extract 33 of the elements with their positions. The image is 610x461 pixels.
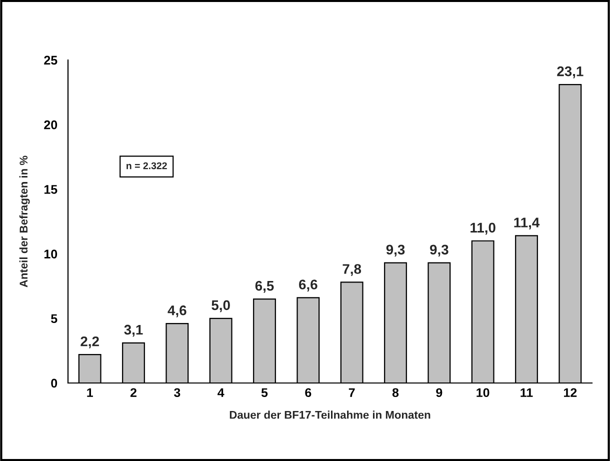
data-label: 23,1	[557, 66, 584, 78]
x-tick-label: 6	[305, 388, 312, 398]
y-tick-label: 5	[51, 314, 58, 324]
data-label: 7,8	[342, 264, 362, 276]
data-label: 11,0	[470, 222, 496, 235]
x-tick-label: 5	[261, 388, 268, 398]
y-tick-label: 15	[44, 185, 58, 194]
y-tick-label: 0	[51, 378, 58, 388]
x-axis-title: Dauer der BF17-Teilnahme in Monaten	[230, 410, 430, 419]
y-tick-label: 20	[44, 120, 58, 130]
x-tick-label: 9	[436, 388, 442, 398]
x-tick-label: 8	[392, 388, 399, 398]
x-tick-label: 10	[476, 388, 490, 398]
data-label: 2,2	[80, 336, 99, 348]
x-tick-label: 11	[520, 388, 533, 397]
data-label: 5,0	[212, 300, 230, 312]
x-tick-label: 7	[348, 388, 355, 397]
x-tick-label: 4	[218, 388, 224, 397]
data-label: 9,3	[430, 244, 448, 257]
x-tick-label: 12	[564, 388, 577, 397]
y-axis-title: Anteil der Befragten in %	[19, 156, 30, 288]
data-label: 9,3	[386, 244, 405, 257]
data-label: 3,1	[124, 324, 143, 337]
y-tick-label: 25	[44, 56, 58, 65]
data-label: 6,6	[299, 280, 318, 292]
annotation: n = 2.322	[126, 162, 167, 170]
data-label: 11,4	[514, 218, 540, 230]
data-label: 6,5	[255, 280, 274, 293]
x-tick-label: 1	[87, 388, 93, 397]
x-tick-label: 2	[130, 388, 136, 397]
y-tick-label: 10	[44, 250, 58, 258]
data-label: 4,6	[168, 305, 186, 318]
x-tick-label: 3	[174, 388, 180, 398]
